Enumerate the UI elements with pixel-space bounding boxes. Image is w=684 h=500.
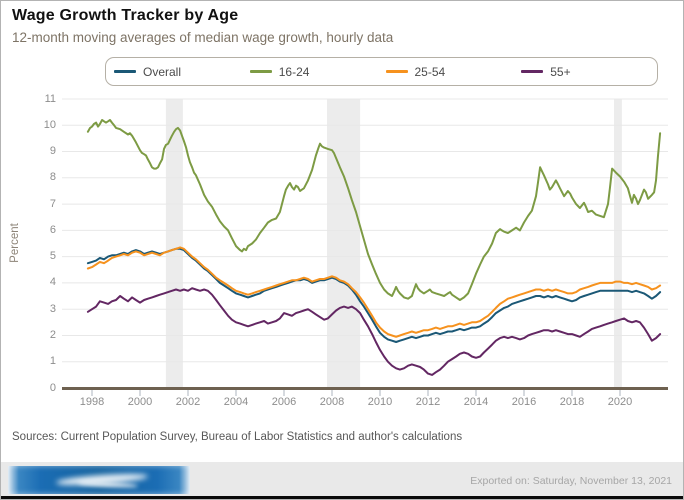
y-axis-tick-label: 2 <box>49 328 56 341</box>
chart-subtitle: 12-month moving averages of median wage … <box>12 30 394 45</box>
footer-bar: Exported on: Saturday, November 13, 2021 <box>0 462 684 496</box>
x-axis-tick-label: 2006 <box>271 396 297 408</box>
y-axis-tick-label: 3 <box>49 302 56 315</box>
series-line-55- <box>86 287 662 376</box>
y-axis-tick-label: 8 <box>49 171 56 184</box>
footer-logo-image <box>8 466 190 494</box>
legend-item-16-24: 16-24 <box>249 64 386 79</box>
series-line-16-24 <box>86 119 662 301</box>
x-axis-tick-label: 1998 <box>79 396 105 408</box>
y-axis-tick-label: 0 <box>49 381 56 394</box>
logo-swoosh-shape-small <box>77 480 139 489</box>
x-axis-tick-label: 2004 <box>223 396 249 408</box>
x-axis-tick-label: 2010 <box>367 396 393 408</box>
y-axis-tick-label: 10 <box>43 118 56 131</box>
recession-band <box>327 99 361 388</box>
legend-swatch-icon <box>249 70 272 73</box>
x-axis-tick-label: 2008 <box>319 396 345 408</box>
legend-item-55-: 55+ <box>521 65 657 79</box>
x-axis-tick-label: 2000 <box>127 396 153 408</box>
export-timestamp: Exported on: Saturday, November 13, 2021 <box>470 475 672 487</box>
y-axis-tick-label: 7 <box>49 197 56 210</box>
x-axis-tick-label: 2014 <box>463 396 489 408</box>
legend-swatch-icon <box>114 70 136 73</box>
sources-note: Sources: Current Population Survey, Bure… <box>12 431 463 443</box>
y-axis-title: Percent <box>9 223 21 263</box>
window-edge <box>0 496 684 500</box>
y-axis-tick-label: 11 <box>44 92 56 105</box>
y-axis-tick-label: 5 <box>49 250 56 263</box>
legend-item-25-54: 25-54 <box>385 64 522 79</box>
legend-label: 25-54 <box>414 64 446 79</box>
legend-label: Overall <box>143 64 182 79</box>
chart-title: Wage Growth Tracker by Age <box>12 7 239 24</box>
chart-legend: Overall 16-24 25-54 55+ <box>105 57 658 86</box>
legend-swatch-icon <box>521 70 544 73</box>
legend-label: 16-24 <box>278 64 310 79</box>
x-axis-tick-label: 2020 <box>607 396 633 408</box>
y-axis-tick-label: 1 <box>49 355 56 368</box>
legend-swatch-icon <box>385 70 408 73</box>
recession-band <box>165 99 183 388</box>
recession-band <box>614 99 622 388</box>
series-line-overall <box>86 247 662 343</box>
y-axis-tick-label: 9 <box>49 145 56 158</box>
y-axis-tick-label: 6 <box>49 223 56 236</box>
y-axis-tick-label: 4 <box>49 276 56 289</box>
x-axis-tick-label: 2018 <box>559 396 585 408</box>
x-axis-tick-label: 2016 <box>511 396 537 408</box>
series-line-25-54 <box>86 246 662 338</box>
legend-item-overall: Overall <box>114 65 250 79</box>
x-axis-tick-label: 2002 <box>175 396 201 408</box>
x-axis-tick-label: 2012 <box>415 396 441 408</box>
legend-label: 55+ <box>550 64 571 79</box>
